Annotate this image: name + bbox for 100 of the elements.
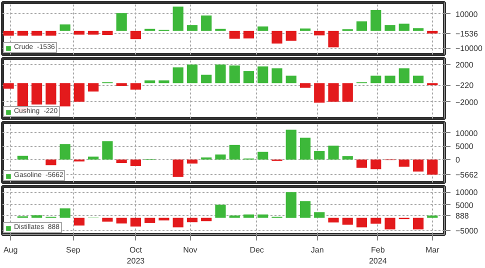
bar [384,218,396,230]
bar [186,25,198,31]
bar [172,6,184,31]
bar [398,160,410,167]
bar [60,144,70,160]
bar [427,30,438,34]
bar [314,212,325,218]
bar [272,30,282,44]
bar [88,83,99,92]
bar [201,16,212,31]
bar [356,160,368,168]
bar [412,28,424,31]
bar [342,218,353,225]
bar [60,24,70,31]
bar [384,76,396,84]
bar [370,218,382,224]
bar [272,68,282,84]
bar [328,218,339,222]
bar [370,76,382,84]
bar [60,83,70,106]
y-tick-label: 10000 [456,188,478,198]
x-tick-label: Feb 2024 [369,246,388,266]
bar [144,218,156,223]
y-tick-label: 888 [456,212,470,221]
y-tick-label: 0 [456,156,460,165]
bar [116,13,127,31]
bar [356,218,368,228]
bar [60,208,70,218]
bar [130,160,142,166]
bar [74,30,84,35]
y-tick-label: −2000 [456,98,479,107]
bar [427,160,438,175]
bar [258,214,268,218]
y-tick-label: 5000 [456,200,474,210]
bar [398,68,410,84]
y-tick-label: 5000 [456,142,474,152]
bar [286,30,296,41]
bar [370,160,382,170]
y-tick-label: 2000 [456,60,474,70]
bar [32,83,42,105]
bar [32,30,42,36]
bar [102,30,113,35]
bar [116,83,127,86]
y-tick-label: −5662 [456,170,479,180]
bar [314,30,325,36]
bar [3,83,14,89]
bar [314,151,325,160]
bar [74,218,84,226]
y-tick-label: 10000 [456,128,478,138]
bar [46,160,56,166]
y-tick-label: −1536 [456,30,479,39]
x-tick-label: Jan [310,246,324,254]
bar [243,30,254,38]
bar [398,24,410,31]
bar [158,218,170,220]
bar [102,218,113,222]
bar [3,30,14,36]
bar [116,160,127,164]
bar [102,141,113,160]
bar [370,10,382,31]
bar [130,83,142,90]
y-tick-label: −220 [456,81,474,90]
bar [172,67,184,84]
bar [314,83,325,103]
x-tick-label: Oct 2023 [126,246,146,266]
bar [88,156,99,160]
bar [356,21,368,31]
bar [186,64,198,84]
bar [215,64,226,84]
x-tick-label: Sep [66,246,81,254]
bar [243,71,254,84]
x-tick-label: Dec [250,246,264,254]
bar [412,160,424,172]
bar [384,25,396,31]
y-tick-label: −10000 [456,44,483,53]
bar [258,26,268,31]
bar [74,83,84,102]
bar [300,138,311,160]
bar [186,160,198,164]
bar [286,76,296,84]
x-tick-label: Aug [3,246,18,254]
bar [412,76,424,84]
bar [328,83,339,102]
x-tick-label: Mar [426,246,440,254]
bar [300,83,311,88]
bar [229,65,240,84]
bar [300,201,311,218]
bar [286,130,296,160]
bar [229,144,240,160]
bar [258,152,268,160]
bar [46,83,56,105]
bar [116,218,127,224]
bar [201,74,212,84]
y-tick-label: 10000 [456,10,478,19]
bar [201,157,212,160]
bar [328,30,339,48]
bar [342,83,353,102]
bar [412,218,424,230]
bar [215,154,226,160]
y-tick-label: −5000 [456,226,479,236]
